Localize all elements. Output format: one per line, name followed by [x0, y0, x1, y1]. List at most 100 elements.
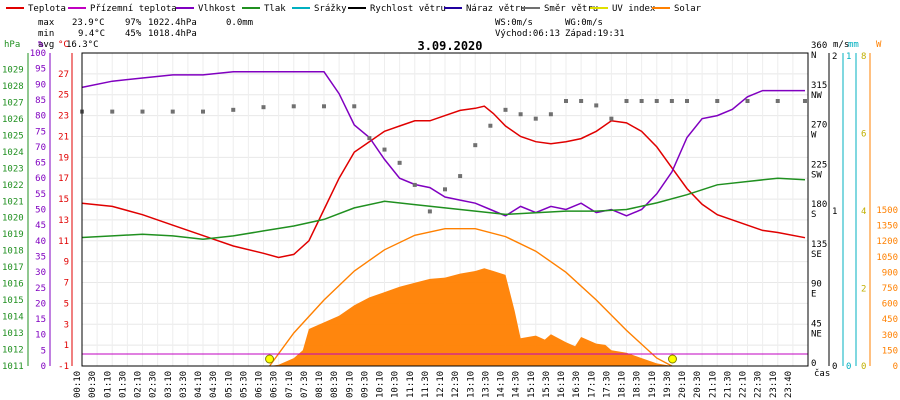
plot-area	[80, 53, 809, 367]
tick-label: 180	[811, 200, 827, 210]
wind-dir-point	[609, 116, 614, 121]
tick-label: E	[811, 290, 816, 300]
x-tick-label: 18:10	[618, 371, 628, 398]
x-tick-label: 15:10	[527, 371, 537, 398]
wind-ws: WS:0m/s	[495, 18, 533, 28]
plot-frame	[81, 52, 809, 367]
wind-dir-point	[685, 99, 689, 103]
tick-label: 135	[811, 240, 827, 250]
tick-label: 1027	[2, 98, 24, 108]
tick-label: S	[811, 210, 816, 220]
unit-pct: %	[38, 40, 44, 50]
tick-label: N	[811, 51, 816, 61]
wind-dir-point	[533, 116, 538, 121]
x-tick-label: 07:30	[300, 371, 310, 398]
x-tick-label: 13:30	[481, 371, 491, 398]
tick-label: 85	[35, 96, 46, 106]
tick-label: NW	[811, 91, 822, 101]
x-tick-label: 02:10	[134, 371, 144, 398]
x-tick-label: 09:30	[360, 371, 370, 398]
tick-label: 90	[35, 80, 46, 90]
tick-label: 3	[64, 320, 69, 330]
stats-min-temp: 9.4°C	[78, 29, 105, 39]
x-axis-label: čas	[814, 368, 830, 379]
x-tick-label: 04:30	[209, 371, 219, 398]
x-tick-label: 22:30	[754, 371, 764, 398]
stats-max-press: 1022.4hPa	[148, 18, 197, 28]
stats-avg-temp: 16.3°C	[66, 40, 99, 50]
tick-label: 1022	[2, 181, 24, 191]
tick-label: 0	[846, 362, 851, 372]
wind-dir-point	[140, 109, 145, 114]
sunrise-marker	[265, 354, 275, 364]
tick-label: 75	[35, 127, 46, 137]
tick-label: 11	[58, 237, 69, 247]
x-tick-label: 08:30	[330, 371, 340, 398]
x-tick-label: 22:10	[739, 371, 749, 398]
x-tick-label: 20:10	[678, 371, 688, 398]
tick-label: 1026	[2, 115, 24, 125]
tick-label: 35	[35, 252, 46, 262]
legend: Teplota Přízemní teplota Vlhkost Tlak Srážky…	[6, 4, 702, 14]
wind-dir-point	[397, 160, 402, 165]
x-tick-label: 04:10	[194, 371, 204, 398]
x-tick-label: 05:30	[239, 371, 249, 398]
chart-title: 3.09.2020	[417, 39, 482, 53]
wind-dir-point	[291, 104, 296, 109]
tick-label: 5	[64, 299, 69, 309]
stats-min-label: min	[38, 29, 54, 39]
tick-label: 0	[832, 362, 837, 372]
tick-label: 4	[861, 207, 866, 217]
tick-label: -1	[58, 362, 69, 372]
stats-block: max 23.9°C 97% 1022.4hPa 0.0mm min 9.4°C…	[38, 18, 625, 50]
tick-label: NE	[811, 329, 822, 339]
tick-label: 150	[882, 346, 898, 356]
x-tick-label: 18:30	[633, 371, 643, 398]
axis-unit-labels: hPa % °C m/s mm W	[4, 40, 882, 50]
unit-mm: mm	[848, 40, 859, 50]
tick-label: 900	[882, 268, 898, 278]
tick-label: 10	[35, 331, 46, 341]
legend-label: Vlhkost	[198, 4, 236, 14]
tick-label: 1012	[2, 346, 24, 356]
tick-label: 1016	[2, 280, 24, 290]
tick-label: 1021	[2, 197, 24, 207]
x-tick-label: 23:40	[784, 371, 794, 398]
tick-label: 21	[58, 132, 69, 142]
tick-label: 55	[35, 190, 46, 200]
legend-label: Solar	[674, 4, 702, 14]
tick-label: 270	[811, 121, 827, 131]
wind-dir-point	[624, 99, 629, 103]
x-tick-label: 16:30	[572, 371, 582, 398]
wind-dir-point	[745, 99, 750, 103]
x-tick-label: 17:30	[602, 371, 612, 398]
tick-label: 23	[58, 112, 69, 122]
stats-max-label: max	[38, 18, 55, 28]
tick-label: 1014	[2, 313, 24, 323]
wind-dir-point	[367, 136, 372, 141]
wind-dir-point	[231, 107, 236, 112]
x-tick-label: 14:30	[512, 371, 522, 398]
tick-label: 0	[861, 362, 866, 372]
x-tick-label: 00:10	[73, 371, 83, 398]
x-tick-label: 10:30	[391, 371, 401, 398]
tick-label: 2	[861, 285, 866, 295]
tick-label: SW	[811, 170, 822, 180]
tick-label: 17	[58, 174, 69, 184]
tick-label: 60	[35, 174, 46, 184]
tick-label: 300	[882, 331, 898, 341]
x-tick-label: 23:10	[769, 371, 779, 398]
tick-label: 13	[58, 216, 69, 226]
x-tick-label: 11:10	[406, 371, 416, 398]
x-tick-label: 12:10	[436, 371, 446, 398]
tick-label: 25	[35, 284, 46, 294]
x-tick-label: 20:30	[693, 371, 703, 398]
tick-label: 15	[35, 315, 46, 325]
wind-dir-point	[261, 105, 266, 110]
x-tick-label: 19:30	[663, 371, 673, 398]
tick-label: 1023	[2, 164, 24, 174]
unit-hpa: hPa	[4, 40, 20, 50]
tick-label: 65	[35, 159, 46, 169]
legend-label: Teplota	[28, 4, 66, 14]
